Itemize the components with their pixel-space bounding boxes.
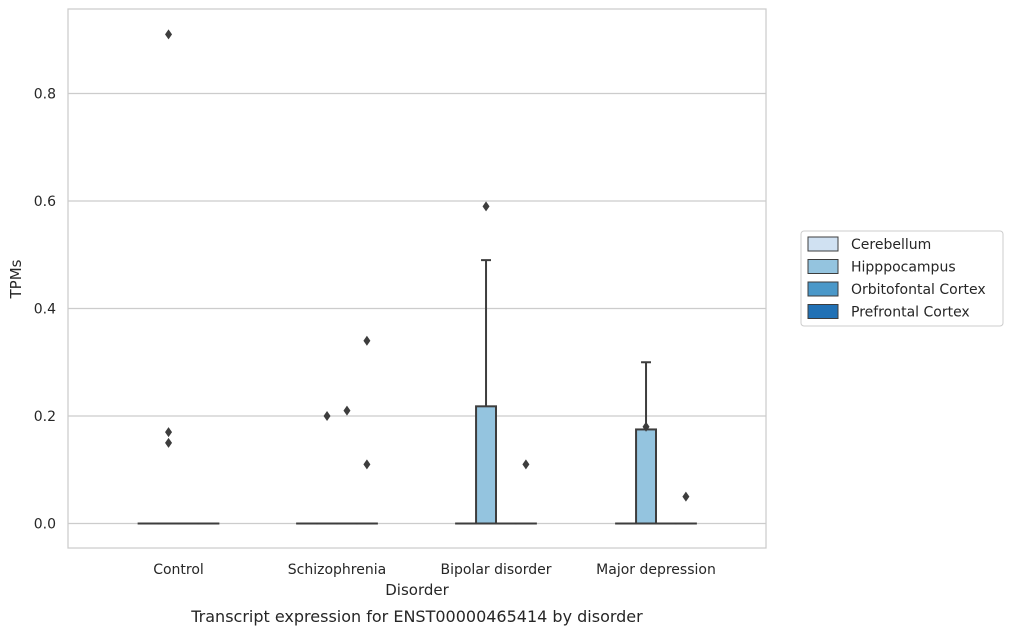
outlier-point [363,335,371,346]
box-hipppocampus [475,405,497,525]
outlier-point [343,405,351,416]
x-tick-label: Control [153,562,204,578]
outlier-point [642,421,650,432]
x-tick-label: Bipolar disorder [440,562,551,578]
y-tick-label: 0.6 [34,194,56,210]
legend-swatch [807,236,839,252]
y-tick-label: 0.4 [34,302,56,318]
outlier-point [482,201,490,212]
legend-label: Prefrontal Cortex [851,305,970,321]
legend-label: Hipppocampus [851,260,956,276]
outlier-point [165,427,173,438]
x-tick-labels: Control Schizophrenia Bipolar disorder Majo… [153,562,716,578]
y-tick-labels: 0.0 0.2 0.4 0.6 0.8 [34,87,56,533]
x-tick-label: Schizophrenia [288,562,386,578]
x-axis-label: Disorder [385,581,449,599]
box-elements [137,259,697,525]
outlier-point [165,29,173,40]
chart-caption: Transcript expression for ENST0000046541… [190,607,643,626]
legend: Cerebellum Hipppocampus Orbitofontal Corte… [800,230,1004,327]
outlier-point [682,491,690,502]
legend-frame [800,230,1004,327]
y-tick-label: 0.8 [34,87,56,103]
y-tick-label: 0.0 [34,517,56,533]
outlier-point [363,459,371,470]
y-axis-label: TPMs [7,259,25,299]
legend-label: Orbitofontal Cortex [851,282,986,298]
legend-label: Cerebellum [851,237,931,253]
outlier-point [165,437,173,448]
outlier-markers [165,29,690,502]
box-hipppocampus [635,428,657,525]
outlier-point [522,459,530,470]
legend-swatch [807,281,839,297]
legend-swatch [807,259,839,274]
outlier-point [323,411,331,421]
y-tick-label: 0.2 [34,409,56,425]
x-tick-label: Major depression [596,562,716,578]
legend-swatch [807,304,839,319]
plot-area-frame [67,8,767,549]
